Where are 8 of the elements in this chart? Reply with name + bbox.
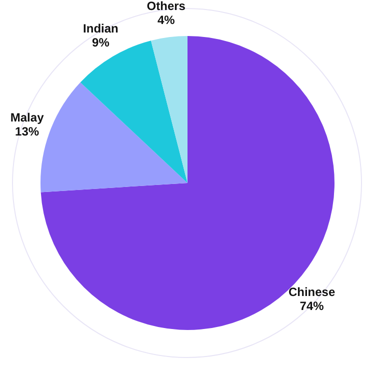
slice-label: Chinese [288, 285, 336, 300]
slice-label: Others [146, 0, 186, 14]
data-label: 4% [157, 13, 176, 28]
data-label: 74% [300, 299, 324, 314]
data-label: 13% [15, 124, 40, 139]
slice-label: Indian [83, 22, 118, 36]
slice-label: Malay [10, 110, 44, 125]
data-label: 9% [92, 36, 110, 50]
